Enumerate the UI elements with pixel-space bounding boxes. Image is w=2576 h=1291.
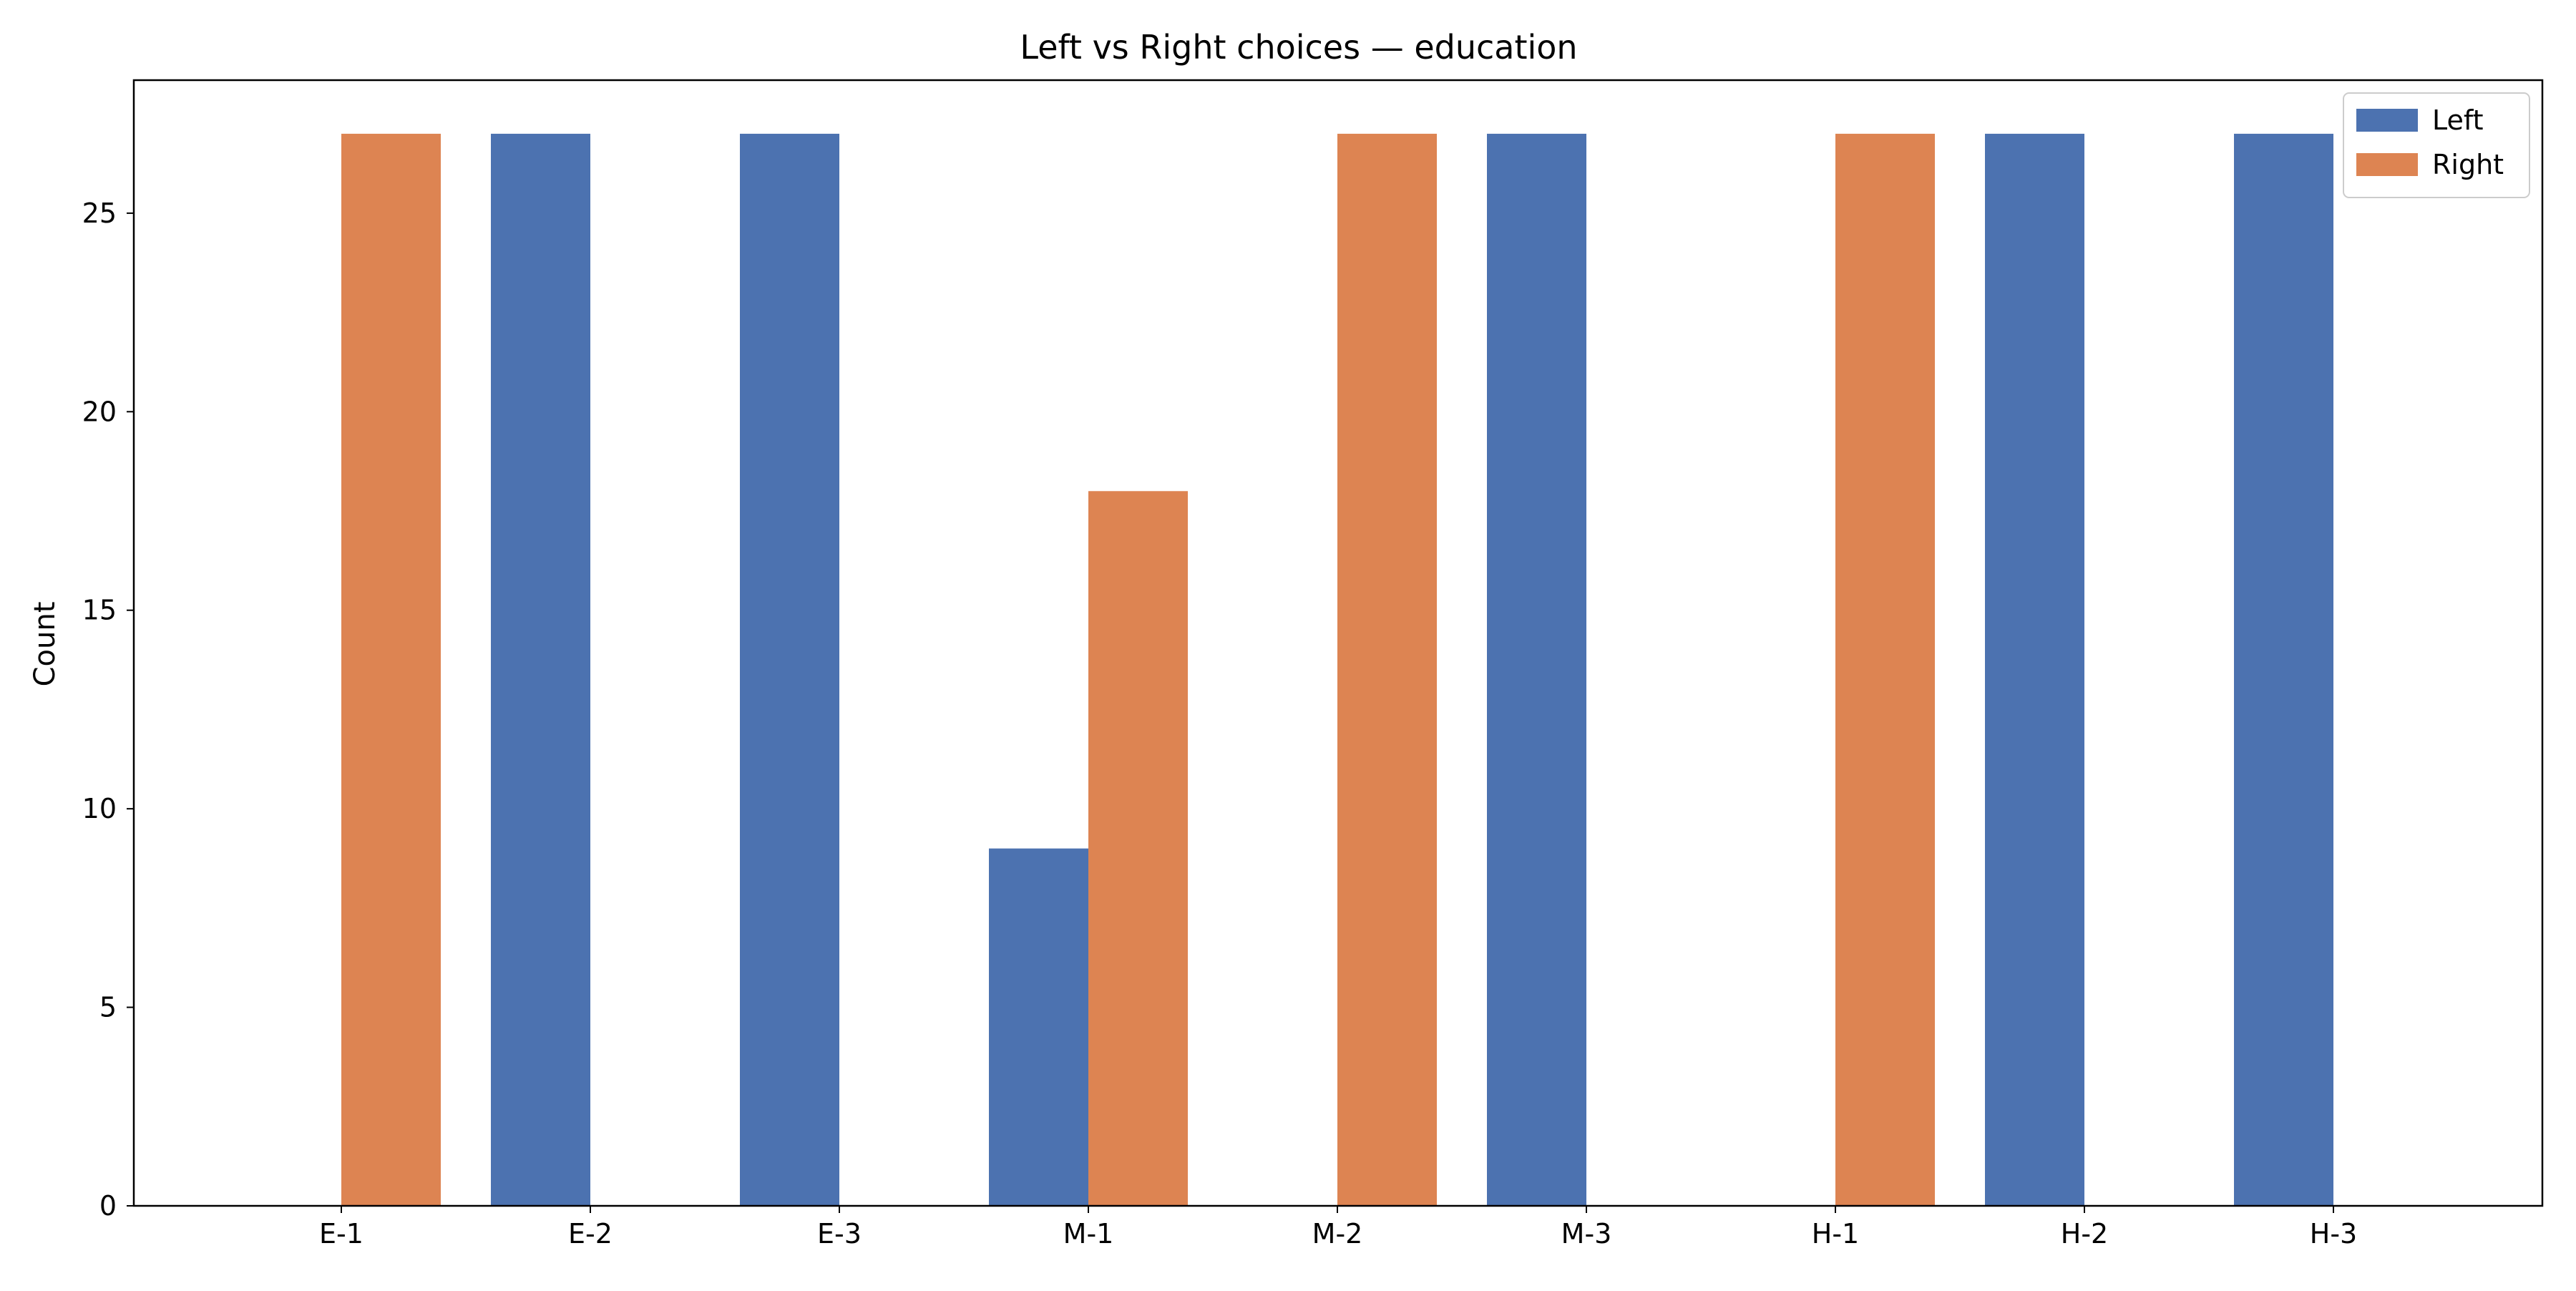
chart-title: Left vs Right choices — education — [1020, 28, 1577, 67]
y-axis-label: Count — [29, 602, 62, 687]
bar-right-h-1 — [1835, 133, 1935, 1206]
y-tick-label: 5 — [99, 992, 117, 1023]
bar-left-h-3 — [2234, 133, 2333, 1206]
ticks-layer: E-1 E-2 E-3 M-1 M-2 M-3 H-1 H-2 H-3 0 5 10 15 20 25 — [82, 198, 2358, 1249]
bar-left-e-2 — [491, 133, 590, 1206]
bars-layer — [341, 133, 2333, 1206]
x-tick-label: H-2 — [2061, 1218, 2108, 1249]
legend-label-left: Left — [2432, 104, 2484, 136]
x-tick-label: E-1 — [319, 1218, 364, 1249]
legend-swatch-left — [2356, 109, 2418, 132]
plot-frame — [132, 79, 2544, 1207]
bar-left-e-3 — [740, 133, 839, 1206]
bar-left-h-2 — [1985, 133, 2084, 1206]
x-tick-label: H-3 — [2310, 1218, 2357, 1249]
bar-right-m-1 — [1088, 491, 1188, 1206]
legend-swatch-right — [2356, 153, 2418, 176]
y-tick-label: 15 — [82, 595, 117, 626]
x-tick-label: M-3 — [1561, 1218, 1612, 1249]
bar-left-m-1 — [989, 848, 1088, 1206]
bar-right-m-2 — [1337, 133, 1437, 1206]
bar-left-m-3 — [1487, 133, 1586, 1206]
x-tick-label: M-2 — [1312, 1218, 1363, 1249]
bar-right-e-1 — [341, 133, 441, 1206]
x-tick-label: M-1 — [1063, 1218, 1114, 1249]
legend: Left Right — [2343, 92, 2530, 198]
y-tick-label: 10 — [82, 793, 117, 824]
x-tick-label: E-3 — [817, 1218, 862, 1249]
y-tick-label: 0 — [99, 1190, 117, 1222]
y-tick-label: 20 — [82, 396, 117, 427]
x-tick-label: H-1 — [1812, 1218, 1859, 1249]
legend-label-right: Right — [2432, 149, 2504, 180]
y-tick-label: 25 — [82, 198, 117, 229]
x-tick-label: E-2 — [568, 1218, 613, 1249]
